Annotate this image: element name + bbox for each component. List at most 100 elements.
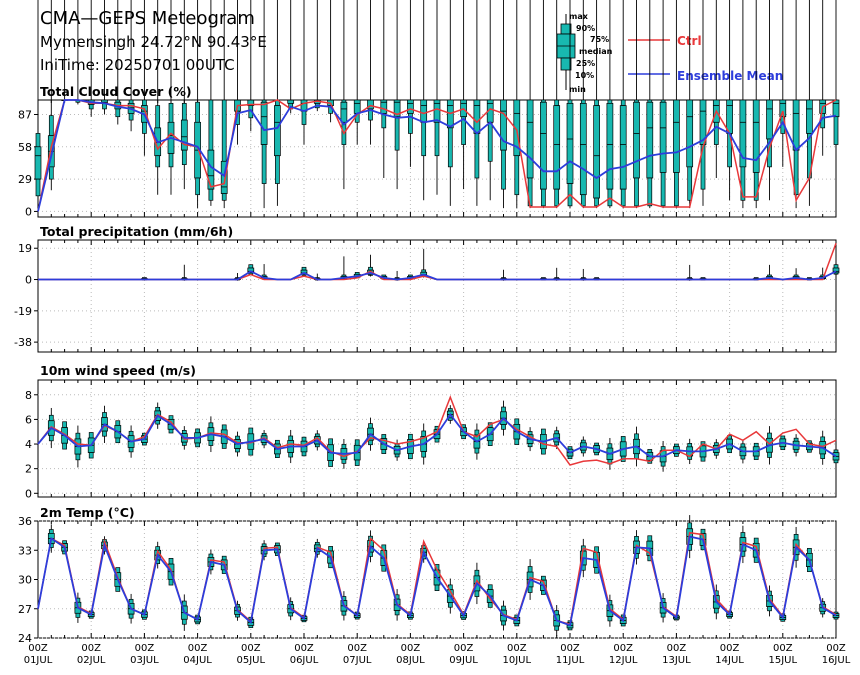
temp-box-lower (301, 620, 307, 623)
wind-box-lower (780, 446, 786, 451)
precip-box-upper (248, 264, 254, 269)
wind-box-upper (314, 433, 320, 438)
wind-box-lower (261, 442, 267, 446)
temp-box-lower (833, 617, 839, 620)
temp-box-upper (753, 537, 759, 544)
wind-box-lower (128, 447, 134, 453)
cloud-box-lower (740, 166, 746, 201)
wind-box-lower (820, 453, 826, 459)
legend-p75: 75% (590, 35, 609, 44)
wind-box-upper (554, 430, 560, 435)
cloud-box-lower (594, 197, 599, 207)
wind-box-upper (687, 443, 693, 448)
cloud-box-iqr (420, 99, 428, 123)
wind-box-upper (820, 436, 826, 442)
wind-box-upper (115, 420, 121, 426)
wind-box-upper (354, 439, 360, 446)
cloud-ytick-label: 29 (18, 173, 32, 186)
wind-box-upper (780, 435, 786, 440)
cloud-box-iqr (752, 99, 760, 173)
wind-box-lower (48, 434, 54, 442)
wind-box-lower (740, 455, 746, 460)
cloud-ytick-label: 87 (18, 108, 32, 121)
wind-box-lower (434, 438, 440, 443)
legend-p90: 90% (576, 24, 595, 33)
temp-box-lower (88, 616, 94, 619)
wind-box-upper (580, 439, 586, 444)
wind-box-upper (155, 406, 161, 412)
wind-box-lower (660, 461, 666, 467)
cloud-box-iqr (659, 101, 667, 173)
wind-box-lower (674, 453, 679, 457)
temp-box-upper (128, 598, 134, 604)
legend-mean-label: Ensemble Mean (677, 69, 783, 83)
wind-box-lower (181, 441, 187, 446)
chart-title: CMA—GEPS Meteogram (40, 8, 255, 29)
temp-box-lower (487, 602, 493, 608)
temp-box-lower (168, 578, 174, 586)
x-hour-label: 00Z (720, 643, 740, 654)
cloud-box-lower (541, 188, 546, 207)
temp-ytick-label: 36 (18, 515, 32, 528)
wind-box-upper (368, 423, 373, 429)
wind-box-lower (88, 452, 94, 459)
x-day-label: 01JUL (24, 655, 53, 666)
wind-box-upper (128, 430, 134, 437)
cloud-box-iqr (593, 105, 600, 199)
cloud-box-lower (221, 193, 227, 201)
cloud-box-upper (181, 102, 187, 121)
cloud-box-iqr (553, 105, 561, 190)
cloud-ytick-label: 58 (18, 141, 32, 154)
cloud-box-lower (115, 108, 121, 118)
temp-box-lower (381, 565, 387, 572)
cloud-box-lower (368, 108, 373, 121)
temp-ytick-label: 30 (18, 574, 32, 587)
wind-box-lower (314, 443, 320, 448)
cloud-box-lower (447, 127, 453, 168)
cloud-box-lower (474, 133, 480, 179)
temp-box-lower (115, 585, 121, 592)
legend-p25: 25% (576, 59, 595, 68)
wind-box-upper (793, 437, 799, 442)
wind-box-upper (713, 442, 719, 446)
cloud-box-upper (554, 99, 560, 106)
cloud-box-upper (155, 105, 161, 129)
temp-box-lower (128, 613, 134, 619)
temp-box-lower (620, 623, 626, 627)
cloud-box-iqr (646, 101, 654, 179)
x-hour-label: 00Z (241, 643, 261, 654)
wind-box-lower (753, 455, 759, 460)
cloud-box-iqr (726, 99, 733, 134)
wind-ytick-label: 4 (25, 438, 32, 451)
wind-box-upper (75, 432, 81, 440)
x-hour-label: 00Z (401, 643, 421, 654)
temp-box-upper (807, 548, 812, 554)
wind-box-lower (301, 451, 307, 457)
precip-ytick-label: -19 (14, 305, 32, 318)
temp-ytick-label: 24 (18, 632, 32, 645)
x-day-label: 06JUL (290, 655, 319, 666)
wind-box-upper (221, 424, 227, 431)
temp-box-upper (687, 522, 693, 530)
x-day-label: 13JUL (662, 655, 691, 666)
wind-box-upper (62, 421, 67, 428)
cloud-box-lower (753, 172, 759, 201)
cloud-box-upper (35, 133, 41, 148)
cloud-box-upper (580, 99, 586, 104)
temp-box-upper (793, 534, 799, 541)
wind-box-upper (421, 430, 427, 437)
temp-panel: 24 27 30 33 36 (18, 515, 840, 645)
temp-box-upper (527, 566, 533, 573)
temp-box-lower (713, 607, 719, 614)
temp-box-lower (674, 618, 679, 621)
cloud-box-lower (381, 113, 387, 129)
x-day-label: 08JUL (396, 655, 425, 666)
temp-box-lower (780, 619, 786, 622)
temp-box-lower (474, 590, 480, 597)
cloud-box-iqr (806, 99, 813, 134)
temp-box-lower (408, 617, 413, 620)
x-day-label: 04JUL (183, 655, 212, 666)
wind-box-upper (341, 444, 347, 449)
